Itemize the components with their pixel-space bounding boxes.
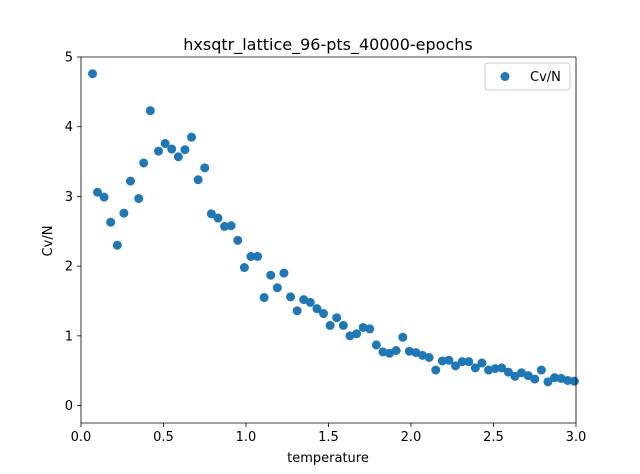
data-point xyxy=(464,357,474,367)
legend-frame xyxy=(484,62,571,91)
data-point xyxy=(106,217,116,227)
data-point xyxy=(180,145,190,155)
plot-background xyxy=(81,57,576,423)
legend-label: Cv/N xyxy=(530,70,561,85)
data-point xyxy=(253,251,263,261)
x-axis-label: temperature xyxy=(287,451,369,466)
data-point xyxy=(187,132,197,142)
data-point xyxy=(371,340,381,350)
data-point xyxy=(437,356,447,366)
data-point xyxy=(286,292,296,302)
data-point xyxy=(173,152,183,162)
data-point xyxy=(510,371,520,381)
data-point xyxy=(266,270,276,280)
data-point xyxy=(569,376,579,386)
y-tick-label: 5 xyxy=(65,51,73,66)
data-point xyxy=(312,304,322,314)
data-point xyxy=(490,364,500,374)
data-point xyxy=(332,313,342,323)
data-point xyxy=(424,352,434,362)
data-point xyxy=(444,355,454,365)
data-point xyxy=(365,324,375,334)
data-point xyxy=(497,363,507,373)
data-point xyxy=(200,163,210,173)
data-point xyxy=(193,175,203,185)
data-point xyxy=(160,138,170,148)
data-point xyxy=(431,365,441,375)
legend-marker xyxy=(500,72,510,81)
data-point xyxy=(88,69,98,79)
x-tick-label: 2.0 xyxy=(401,430,422,445)
data-point xyxy=(477,358,487,368)
data-point xyxy=(220,221,230,231)
data-point xyxy=(536,365,546,375)
data-point xyxy=(272,283,282,293)
data-point xyxy=(543,377,553,387)
y-tick-label: 3 xyxy=(65,190,73,205)
data-point xyxy=(139,158,149,168)
data-point xyxy=(239,263,249,273)
x-tick-label: 1.0 xyxy=(236,430,257,445)
data-point xyxy=(550,373,560,383)
data-point xyxy=(325,320,335,330)
x-tick-label: 2.5 xyxy=(483,430,504,445)
y-tick-label: 0 xyxy=(65,399,73,414)
y-tick-label: 4 xyxy=(65,120,73,135)
data-point xyxy=(213,213,223,223)
x-tick-label: 0.0 xyxy=(71,430,92,445)
x-tick-label: 0.5 xyxy=(153,430,174,445)
data-point xyxy=(226,221,236,231)
plot-area xyxy=(81,57,576,423)
data-point xyxy=(134,194,144,204)
data-point xyxy=(451,361,461,371)
data-point xyxy=(233,235,243,245)
data-point xyxy=(563,375,573,385)
data-point xyxy=(167,144,177,154)
data-point xyxy=(530,374,540,384)
data-point xyxy=(145,106,155,116)
data-point xyxy=(352,329,362,339)
data-point xyxy=(457,357,467,367)
data-point xyxy=(319,309,329,319)
data-point xyxy=(398,332,408,342)
data-point xyxy=(470,363,480,373)
data-point xyxy=(246,251,256,261)
data-point xyxy=(206,209,216,219)
data-point xyxy=(154,146,164,156)
legend: Cv/N xyxy=(484,62,571,91)
data-markers xyxy=(88,69,579,387)
data-point xyxy=(503,367,513,377)
axes: 0.0 0.5 1.0 1.5 2.0 2.5 3.0 0 1 2 3 4 5 xyxy=(65,51,587,446)
x-tick-label: 3.0 xyxy=(566,430,587,445)
y-tick-label: 1 xyxy=(65,329,73,344)
y-axis-label: Cv/N xyxy=(41,226,56,257)
data-point xyxy=(523,371,533,381)
data-point xyxy=(126,176,135,186)
data-point xyxy=(391,345,401,355)
data-point xyxy=(292,306,302,316)
data-point xyxy=(338,320,348,330)
data-point xyxy=(99,192,109,202)
y-tick-label: 2 xyxy=(65,260,73,275)
chart-title: hxsqtr_lattice_96-pts_40000-epochs xyxy=(183,35,472,55)
data-point xyxy=(112,240,122,250)
x-tick-label: 1.5 xyxy=(318,430,339,445)
data-point xyxy=(259,293,269,303)
data-point xyxy=(93,187,102,197)
data-point xyxy=(305,297,315,307)
data-point xyxy=(279,268,289,278)
data-point xyxy=(119,208,129,218)
